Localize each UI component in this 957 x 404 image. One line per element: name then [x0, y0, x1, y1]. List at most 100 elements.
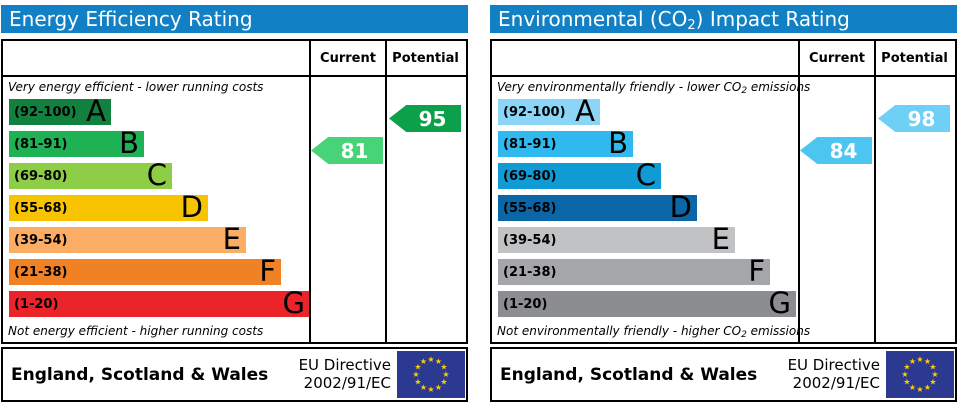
eu-star-icon: ★ — [908, 356, 917, 366]
band-range: (69-80) — [14, 168, 68, 184]
top-note-suffix: emissions — [747, 80, 811, 94]
current-rating-value: 84 — [829, 138, 858, 163]
environmental-impact-panel: Environmental (CO2) Impact Rating Curren… — [490, 5, 957, 402]
band-a: (92-100) A — [9, 94, 111, 128]
energy-efficiency-panel: Energy Efficiency Rating Current Potenti… — [1, 5, 468, 402]
band-range: (69-80) — [503, 168, 557, 184]
column-divider — [309, 41, 311, 342]
top-note-subscript: 2 — [741, 86, 748, 96]
eu-star-icon: ★ — [916, 384, 924, 394]
bottom-note-text: Not environmentally friendly - higher CO — [497, 324, 742, 338]
eu-star-icon: ★ — [414, 377, 422, 386]
band-letter: F — [259, 254, 276, 288]
title-subscript: 2 — [687, 18, 696, 33]
band-g: (1-20) G — [9, 288, 310, 318]
chart-footer: England, Scotland & Wales EU Directive 2… — [1, 347, 468, 402]
title-text-suffix: ) Impact Rating — [695, 7, 850, 31]
band-range: (81-91) — [14, 136, 68, 152]
top-note: Very energy efficient - lower running co… — [3, 77, 466, 95]
potential-rating-arrow: 98 — [878, 105, 950, 132]
eu-star-icon: ★ — [419, 356, 428, 366]
band-f: (21-38) F — [9, 254, 281, 288]
band-f: (21-38) F — [498, 256, 770, 286]
band-a: (92-100) A — [498, 94, 600, 128]
eu-directive-line1: EU Directive — [787, 356, 880, 375]
eu-directive-line1: EU Directive — [298, 356, 391, 375]
band-b: (81-91) B — [498, 126, 633, 160]
band-letter: A — [575, 94, 595, 128]
band-range: (1-20) — [14, 296, 59, 312]
band-range: (39-54) — [14, 232, 68, 248]
band-letter: B — [119, 126, 139, 160]
band-b: (81-91) B — [9, 126, 144, 160]
column-divider — [874, 41, 876, 342]
panel-title-energy: Energy Efficiency Rating — [1, 5, 468, 33]
eu-star-icon: ★ — [434, 356, 443, 366]
eu-star-icon: ★ — [903, 377, 911, 386]
band-range: (92-100) — [14, 104, 77, 120]
bottom-note-subscript: 2 — [741, 330, 747, 340]
eu-star-icon: ★ — [901, 369, 909, 379]
band-e: (39-54) E — [498, 222, 735, 256]
eu-star-icon: ★ — [442, 369, 450, 379]
potential-rating-value: 98 — [907, 106, 936, 131]
current-column-header: Current — [809, 51, 865, 66]
eu-star-icon: ★ — [929, 362, 937, 371]
band-d: (55-68) D — [498, 190, 697, 224]
eu-star-icon: ★ — [923, 382, 932, 392]
chart-header-row — [3, 41, 466, 77]
eu-star-icon: ★ — [427, 384, 435, 394]
band-letter: G — [768, 286, 791, 320]
band-letter: A — [86, 94, 106, 128]
eu-star-icon: ★ — [434, 382, 443, 392]
band-range: (55-68) — [14, 200, 68, 216]
potential-column-header: Potential — [392, 51, 459, 66]
bottom-note-suffix: emissions — [746, 324, 811, 338]
band-g: (1-20) G — [498, 286, 796, 320]
energy-rating-chart: Current Potential Very energy efficient … — [1, 39, 468, 344]
band-letter: D — [669, 190, 692, 224]
chart-footer: England, Scotland & Wales EU Directive 2… — [490, 347, 957, 402]
eu-directive-label: EU Directive 2002/91/EC — [298, 356, 397, 392]
bottom-note: Not energy efficient - higher running co… — [3, 324, 263, 340]
band-range: (21-38) — [14, 264, 68, 280]
chart-header-row — [492, 41, 955, 77]
band-range: (39-54) — [503, 232, 557, 248]
band-range: (1-20) — [503, 296, 548, 312]
band-letter: C — [635, 158, 656, 192]
region-label: England, Scotland & Wales — [11, 364, 269, 385]
bottom-note: Not environmentally friendly - higher CO… — [492, 324, 810, 340]
region-label: England, Scotland & Wales — [500, 364, 758, 385]
title-text: Energy Efficiency Rating — [9, 7, 253, 31]
eu-star-icon: ★ — [427, 354, 435, 364]
eu-directive-line2: 2002/91/EC — [792, 373, 880, 392]
band-letter: E — [222, 222, 241, 256]
current-rating-arrow: 84 — [800, 137, 872, 164]
panel-title-environmental: Environmental (CO2) Impact Rating — [490, 5, 957, 33]
top-note-text: Very environmentally friendly - lower CO — [497, 80, 742, 94]
column-divider — [385, 41, 387, 342]
eu-star-icon: ★ — [412, 369, 420, 379]
band-c: (69-80) C — [9, 158, 172, 192]
band-letter: B — [608, 126, 628, 160]
column-divider — [798, 41, 800, 342]
eu-star-icon: ★ — [929, 377, 937, 386]
band-letter: E — [711, 222, 730, 256]
eu-star-icon: ★ — [931, 369, 939, 379]
band-d: (55-68) D — [9, 192, 208, 222]
top-note-text: Very energy efficient - lower running co… — [8, 80, 264, 94]
potential-column-header: Potential — [881, 51, 948, 66]
top-note: Very environmentally friendly - lower CO… — [492, 77, 955, 96]
current-rating-arrow: 81 — [311, 137, 383, 164]
eu-star-icon: ★ — [916, 354, 924, 364]
bottom-note-text: Not energy efficient - higher running co… — [8, 324, 264, 338]
eu-directive-line2: 2002/91/EC — [303, 373, 391, 392]
band-letter: C — [146, 158, 167, 192]
band-c: (69-80) C — [498, 158, 661, 192]
eu-star-icon: ★ — [419, 382, 428, 392]
eu-star-icon: ★ — [440, 377, 448, 386]
co2-rating-chart: Current Potential Very environmentally f… — [490, 39, 957, 344]
eu-star-icon: ★ — [923, 356, 932, 366]
eu-directive-label: EU Directive 2002/91/EC — [787, 356, 886, 392]
